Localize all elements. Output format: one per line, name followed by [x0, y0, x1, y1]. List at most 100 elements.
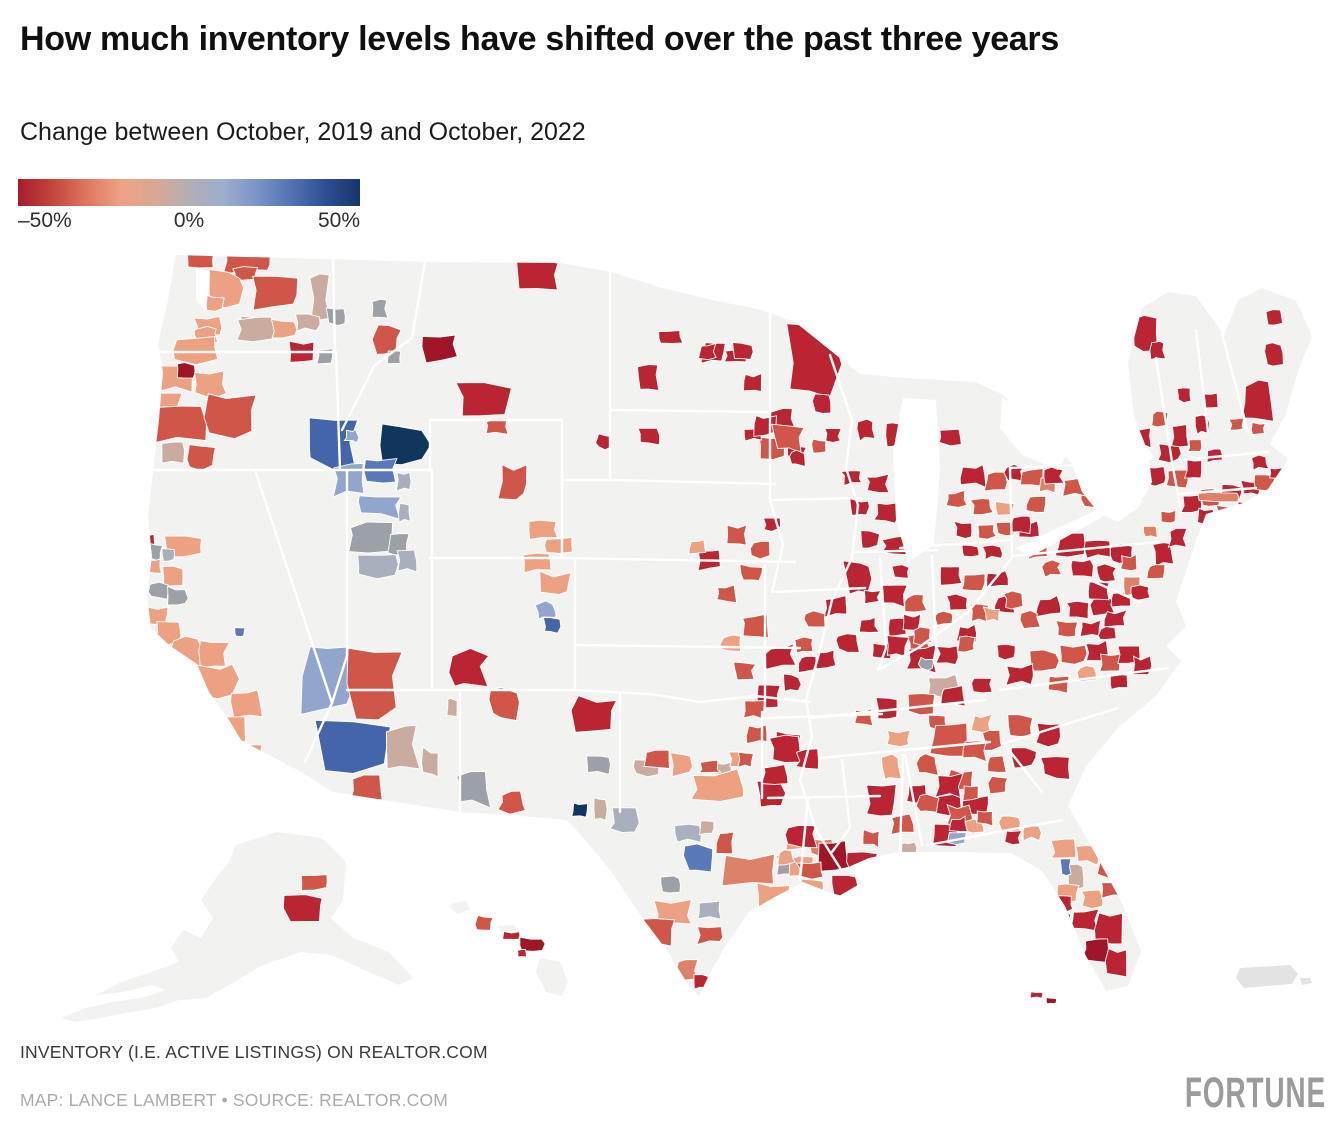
state-border-line	[573, 643, 802, 650]
county-area	[161, 548, 176, 562]
county-area	[542, 617, 562, 634]
state-border-line	[1010, 540, 1160, 558]
county-area	[357, 554, 399, 580]
county-area	[1041, 559, 1063, 578]
county-area	[522, 552, 552, 574]
county-area	[860, 530, 881, 549]
state-border-line	[768, 496, 864, 502]
county-area	[161, 441, 186, 464]
county-area	[961, 573, 986, 592]
county-area	[996, 643, 1016, 661]
county-area	[379, 423, 432, 466]
county-area	[1059, 858, 1072, 877]
county-area	[1152, 542, 1175, 567]
county-area	[777, 849, 796, 866]
island-silhouette	[1236, 965, 1298, 988]
county-area	[1096, 856, 1124, 879]
county-area	[1176, 387, 1192, 404]
county-area	[907, 693, 936, 716]
county-area	[858, 616, 881, 633]
great-lakes	[196, 268, 1154, 562]
county-area	[1040, 756, 1071, 780]
state-border-line	[853, 548, 939, 554]
county-area	[1228, 417, 1245, 431]
county-area	[1094, 912, 1123, 945]
us-choropleth-map	[61, 255, 1312, 1022]
county-area	[203, 393, 257, 440]
county-area	[519, 936, 546, 952]
county-area	[948, 815, 969, 832]
county-area	[737, 751, 754, 769]
state-border-line	[1008, 460, 1147, 470]
county-area	[637, 364, 660, 392]
county-area	[962, 785, 979, 802]
state-border-line	[1003, 743, 1044, 794]
county-area	[1075, 845, 1100, 866]
state-border-line	[770, 586, 867, 594]
county-area	[186, 255, 214, 269]
county-area	[229, 689, 264, 719]
county-area	[939, 566, 963, 586]
county-area	[1104, 947, 1128, 978]
county-area	[1055, 895, 1074, 914]
county-area	[716, 584, 738, 604]
county-area	[1035, 722, 1061, 748]
state-border-line	[810, 698, 987, 720]
state-border-line	[1088, 578, 1142, 604]
county-area	[1065, 600, 1090, 620]
county-area	[1250, 421, 1267, 436]
county-area	[516, 948, 527, 958]
state-border-line	[1178, 450, 1270, 462]
county-area	[162, 565, 184, 588]
county-area	[1186, 439, 1203, 452]
county-area	[167, 585, 189, 606]
county-area	[760, 763, 789, 785]
state-border-line	[828, 353, 860, 507]
county-area	[1034, 594, 1062, 618]
county-area	[350, 774, 383, 801]
county-area	[789, 449, 806, 467]
state-border-line	[876, 556, 1014, 672]
county-area	[1007, 714, 1034, 737]
county-area	[890, 813, 915, 835]
county-area	[455, 382, 512, 417]
county-area	[151, 667, 177, 691]
county-area	[294, 313, 321, 332]
state-border-line	[340, 260, 427, 432]
state-border-line	[926, 818, 1064, 847]
county-area	[1264, 342, 1284, 367]
county-area	[935, 645, 959, 666]
county-area	[690, 768, 744, 802]
county-area	[962, 740, 988, 763]
state-border-line	[998, 666, 1170, 692]
state-border-line	[798, 503, 860, 870]
county-area	[863, 589, 882, 605]
county-area	[1062, 477, 1088, 497]
county-area	[1083, 539, 1111, 559]
county-area	[143, 692, 165, 727]
state-borders	[145, 256, 1270, 882]
county-area	[1143, 465, 1167, 487]
county-area	[970, 713, 993, 734]
county-area	[176, 362, 196, 379]
county-area	[983, 471, 1008, 492]
county-area	[865, 784, 897, 817]
county-area	[325, 307, 346, 326]
county-area	[1142, 525, 1158, 539]
island-silhouette	[450, 901, 470, 914]
county-area	[186, 711, 214, 735]
county-area	[995, 521, 1015, 537]
county-area	[1100, 878, 1123, 899]
county-area	[497, 790, 527, 815]
county-area	[637, 427, 661, 446]
state-border-line	[898, 753, 905, 854]
county-area	[1119, 553, 1138, 572]
county-area	[1196, 507, 1216, 525]
county-area	[1215, 504, 1235, 520]
county-area	[739, 563, 763, 582]
county-area	[1047, 913, 1072, 936]
county-area	[977, 524, 997, 540]
state-border-line	[898, 538, 1014, 550]
county-area	[699, 820, 715, 836]
county-area	[1109, 674, 1129, 690]
